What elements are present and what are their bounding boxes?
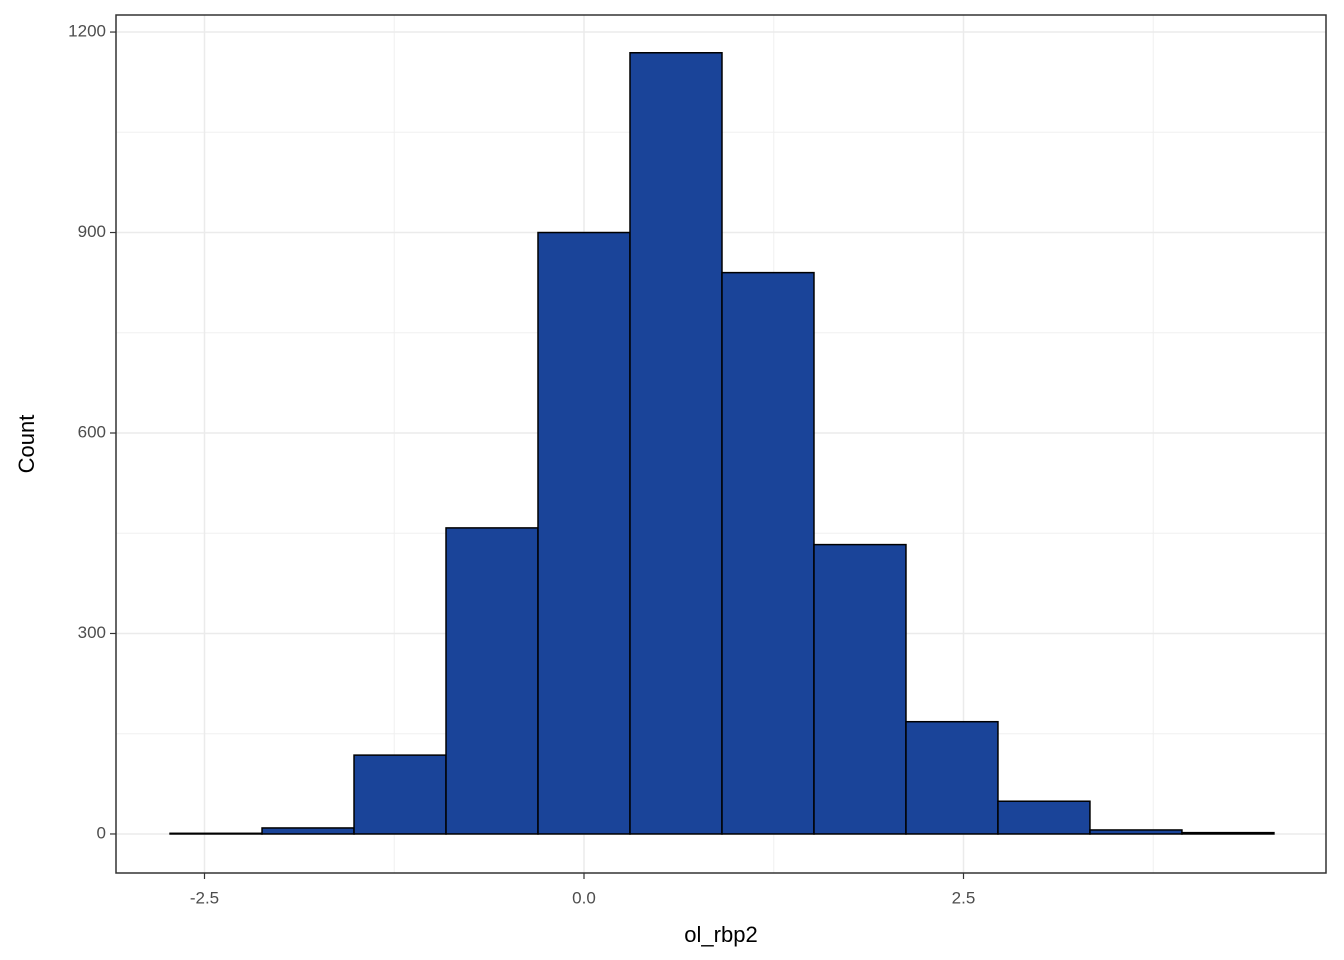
histogram-bar <box>445 527 539 835</box>
y-tick-label: 900 <box>78 222 106 241</box>
panel-border <box>115 14 1327 874</box>
histogram-bar <box>1089 829 1183 835</box>
y-tick-label: 600 <box>78 422 106 441</box>
histogram-bar <box>261 827 355 835</box>
histogram-bar <box>537 231 631 835</box>
y-tick-label: 300 <box>78 623 106 642</box>
histogram-bar <box>353 754 447 835</box>
y-tick-label: 1200 <box>68 22 106 41</box>
histogram-bar <box>169 832 263 835</box>
histogram-bar <box>997 800 1091 835</box>
x-tick-label: 2.5 <box>952 888 976 907</box>
x-axis-title: ol_rbp2 <box>684 922 757 947</box>
x-tick-label: -2.5 <box>190 888 219 907</box>
y-tick-label: 0 <box>97 823 106 842</box>
histogram-bar <box>629 52 723 835</box>
histogram-bar <box>813 543 907 835</box>
histogram-bar <box>721 271 815 835</box>
histogram-bar <box>905 720 999 835</box>
y-axis-title: Count <box>14 415 39 474</box>
x-tick-label: 0.0 <box>572 888 596 907</box>
histogram-bar <box>1181 831 1275 835</box>
